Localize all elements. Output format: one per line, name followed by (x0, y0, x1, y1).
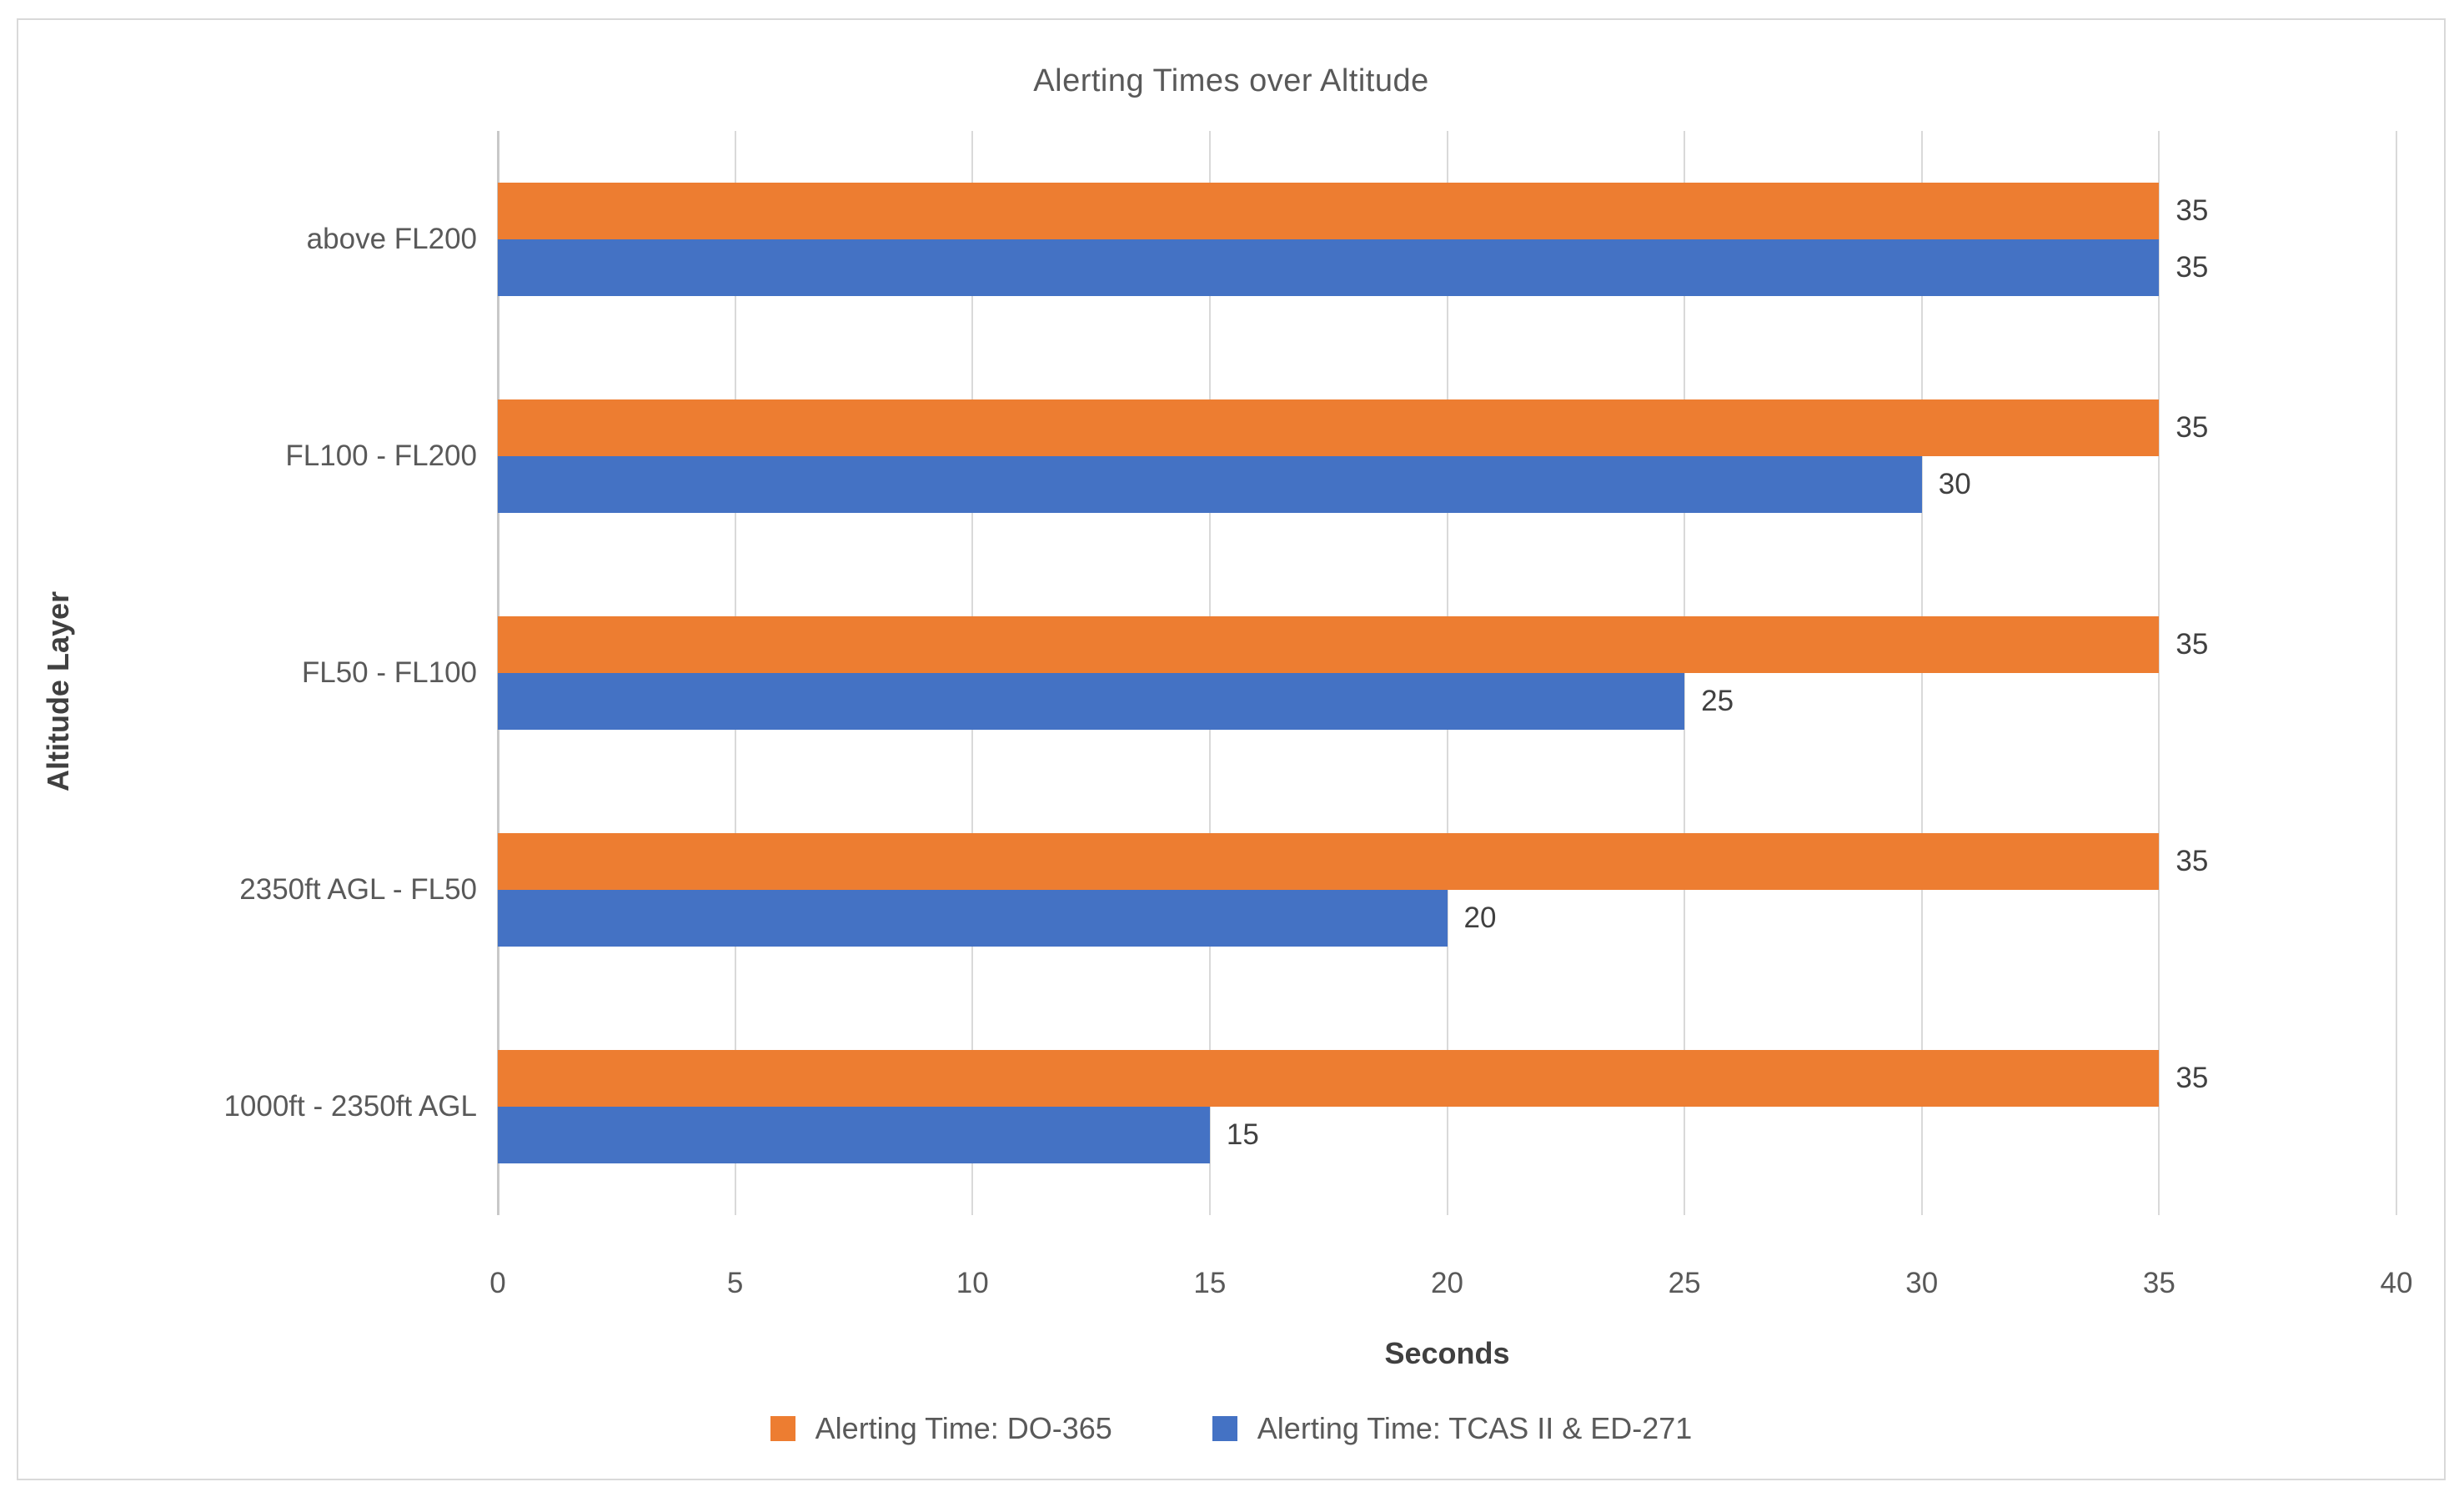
bar-series1-cat4 (498, 1107, 1210, 1163)
bar-series1-cat1 (498, 456, 1922, 513)
bar-series1-cat0 (498, 239, 2160, 296)
data-label: 35 (2175, 1062, 2209, 1094)
bar-series0-cat1 (498, 399, 2160, 456)
legend: Alerting Time: DO-365 Alerting Time: TCAS… (18, 1411, 2444, 1446)
x-tick-label: 5 (726, 1267, 744, 1299)
legend-swatch-icon (770, 1416, 795, 1441)
bar-group-0: 35 35 (498, 131, 2396, 348)
bar-series1-cat2 (498, 673, 1685, 730)
data-label: 15 (1226, 1118, 1259, 1151)
bar-series0-cat3 (498, 833, 2160, 890)
bar-group-2: 35 25 (498, 565, 2396, 781)
x-tick-label: 35 (2142, 1267, 2175, 1299)
chart-title: Alerting Times over Altitude (1033, 63, 1429, 98)
legend-item-1: Alerting Time: TCAS II & ED-271 (1212, 1411, 1693, 1446)
gridline-30 (1920, 131, 1923, 1215)
x-tick-label: 0 (489, 1267, 506, 1299)
x-tick-label: 25 (1668, 1267, 1701, 1299)
bar-series0-cat2 (498, 616, 2160, 673)
plot-area: 35 35 35 30 35 25 35 20 35 15 (497, 131, 2397, 1215)
category-label: 2350ft AGL - FL50 (239, 873, 477, 906)
category-label: FL50 - FL100 (301, 656, 477, 689)
gridline-40 (2396, 131, 2397, 1215)
legend-item-0: Alerting Time: DO-365 (770, 1411, 1112, 1446)
legend-swatch-icon (1212, 1416, 1237, 1441)
gridline-25 (1684, 131, 1686, 1215)
category-label: 1000ft - 2350ft AGL (223, 1090, 477, 1123)
x-tick-label: 20 (1431, 1267, 1463, 1299)
x-tick-label: 40 (2380, 1267, 2413, 1299)
chart-frame: Alerting Times over Altitude Altitude La… (17, 18, 2446, 1480)
category-label: FL100 - FL200 (285, 440, 477, 472)
data-label: 20 (1463, 902, 1497, 934)
y-axis-title: Altitude Layer (41, 590, 75, 792)
bar-series0-cat4 (498, 1050, 2160, 1107)
bar-series0-cat0 (498, 183, 2160, 239)
data-label: 35 (2175, 194, 2209, 227)
category-label: above FL200 (306, 223, 477, 255)
x-tick-label: 10 (956, 1267, 989, 1299)
data-label: 35 (2175, 411, 2209, 444)
x-tick-label: 15 (1193, 1267, 1227, 1299)
x-axis-title: Seconds (1384, 1336, 1510, 1370)
data-label: 30 (1938, 468, 1971, 500)
gridline-35 (2158, 131, 2160, 1215)
bar-group-4: 35 15 (498, 998, 2396, 1215)
bar-group-1: 35 30 (498, 348, 2396, 565)
data-label: 35 (2175, 845, 2209, 877)
legend-label: Alerting Time: TCAS II & ED-271 (1257, 1411, 1693, 1445)
bar-series1-cat3 (498, 890, 1448, 947)
bar-group-3: 35 20 (498, 781, 2396, 998)
data-label: 35 (2175, 251, 2209, 284)
x-tick-label: 30 (1905, 1267, 1939, 1299)
data-label: 35 (2175, 628, 2209, 661)
data-label: 25 (1701, 685, 1734, 717)
legend-label: Alerting Time: DO-365 (815, 1411, 1112, 1445)
